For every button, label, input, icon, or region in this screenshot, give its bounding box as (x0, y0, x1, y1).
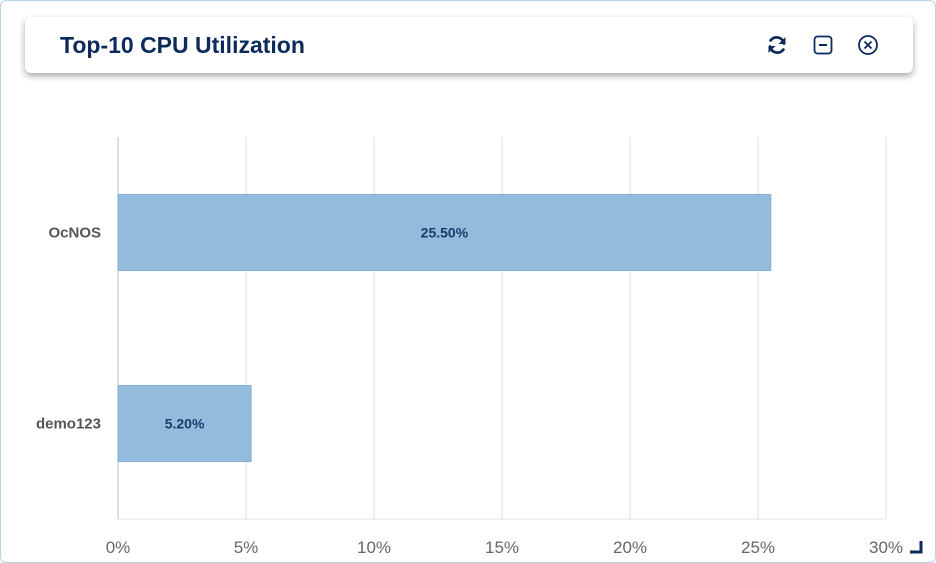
bar (117, 194, 772, 271)
x-tick-label: 5% (234, 538, 259, 557)
widget-header: Top-10 CPU Utilization (25, 17, 913, 73)
x-tick-label: 10% (357, 538, 391, 557)
category-label: demo123 (36, 416, 101, 433)
widget-title: Top-10 CPU Utilization (60, 32, 305, 58)
close-icon (858, 35, 878, 55)
category-label: OcNOS (48, 225, 101, 242)
resize-handle-icon (910, 541, 923, 554)
bar (117, 385, 252, 462)
minimize-button[interactable] (811, 33, 835, 57)
bar-data-label: 5.20% (165, 416, 205, 432)
bar-data-label: 25.50% (421, 225, 469, 241)
refresh-button[interactable] (765, 33, 789, 57)
refresh-icon (768, 35, 786, 55)
minimize-icon (813, 35, 833, 55)
x-tick-label: 0% (106, 538, 131, 557)
close-button[interactable] (856, 33, 880, 57)
x-tick-label: 30% (869, 538, 903, 557)
x-tick-label: 20% (613, 538, 647, 557)
x-tick-label: 15% (485, 538, 519, 557)
x-tick-label: 25% (741, 538, 775, 557)
resize-handle[interactable] (909, 540, 923, 554)
